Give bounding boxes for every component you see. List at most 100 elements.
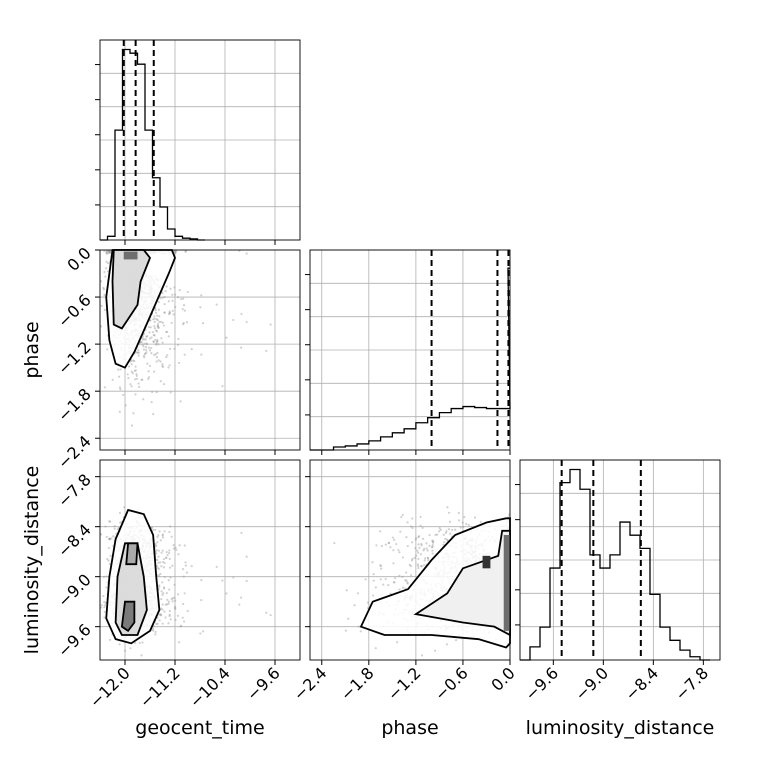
sample-point: [147, 376, 151, 379]
sample-point: [167, 335, 170, 338]
sample-point: [176, 614, 180, 617]
sample-point: [137, 354, 140, 357]
sample-point: [106, 557, 109, 561]
sample-point: [398, 551, 401, 554]
sample-point: [152, 629, 155, 632]
sample-point: [173, 583, 176, 586]
sample-point: [157, 555, 160, 558]
sample-point: [174, 251, 177, 254]
x-axis-label-phase: phase: [381, 717, 438, 739]
sample-point: [108, 537, 111, 540]
sample-point: [434, 533, 437, 537]
frames-layer: [99, 39, 721, 661]
sample-point: [174, 605, 177, 608]
sample-point: [449, 532, 452, 535]
sample-point: [448, 520, 452, 523]
sample-point: [181, 616, 184, 619]
sample-point: [164, 603, 167, 606]
sample-point: [467, 523, 470, 526]
x-tick-label-geocent_time: −9.6: [243, 663, 284, 704]
sample-point: [221, 385, 224, 388]
sample-point: [169, 287, 172, 290]
sample-point: [169, 618, 172, 621]
sample-point: [154, 633, 157, 636]
sample-point: [413, 556, 416, 559]
sample-point: [141, 378, 144, 381]
sample-point: [408, 563, 411, 566]
sample-point: [168, 312, 171, 316]
sample-point: [142, 345, 145, 348]
sample-point: [102, 286, 105, 289]
sample-point: [106, 270, 110, 273]
sample-point: [108, 538, 112, 541]
sample-point: [161, 593, 164, 596]
sample-point: [165, 285, 168, 288]
sample-point: [109, 554, 112, 557]
sample-point: [138, 385, 141, 389]
sample-point: [146, 362, 149, 365]
sample-point: [168, 364, 171, 367]
sample-point: [134, 641, 137, 645]
sample-point: [154, 329, 158, 332]
sample-point: [116, 527, 120, 531]
sample-point: [201, 321, 205, 325]
sample-point: [172, 547, 176, 550]
sample-point: [245, 579, 248, 583]
sample-point: [153, 353, 156, 356]
sample-point: [394, 576, 397, 580]
sample-point: [127, 365, 131, 368]
sample-point: [454, 638, 458, 642]
sample-point: [108, 250, 111, 254]
sample-point: [163, 530, 166, 533]
sample-point: [157, 326, 160, 329]
sample-point: [163, 302, 166, 306]
sample-point: [137, 351, 140, 354]
sample-point: [399, 530, 402, 533]
histogram-phase: [310, 267, 511, 451]
sample-point: [185, 321, 189, 324]
sample-point: [401, 575, 404, 578]
sample-point: [508, 513, 510, 516]
sample-point: [152, 413, 155, 416]
sample-point: [170, 597, 173, 601]
sample-point: [168, 566, 172, 569]
sample-point: [160, 614, 163, 617]
sample-point: [160, 320, 163, 324]
sample-point: [152, 528, 155, 532]
sample-point: [406, 581, 409, 584]
sample-point: [158, 584, 161, 587]
sample-point: [102, 594, 105, 598]
sample-point: [406, 582, 409, 585]
histogram-luminosity_distance: [520, 468, 710, 661]
sample-point: [130, 363, 133, 366]
sample-point: [232, 576, 235, 579]
sample-point: [364, 578, 367, 581]
sample-point: [396, 641, 399, 644]
sample-point: [417, 557, 420, 560]
sample-point: [141, 335, 144, 339]
sample-point: [427, 559, 430, 562]
sample-point: [113, 525, 116, 528]
sample-point: [174, 546, 177, 549]
x-axis-label-luminosity-distance: luminosity_distance: [526, 717, 715, 739]
sample-point: [161, 321, 164, 324]
sample-point: [108, 250, 111, 252]
sample-point: [463, 515, 466, 519]
sample-point: [156, 616, 159, 619]
sample-point: [161, 581, 164, 584]
sample-point: [201, 630, 205, 633]
sample-point: [444, 531, 448, 535]
density-core-geocent-phase: [123, 251, 138, 260]
sample-point: [417, 543, 420, 546]
sample-point: [117, 368, 120, 371]
sample-point: [119, 388, 122, 391]
sample-point: [129, 647, 132, 650]
sample-point: [105, 250, 108, 253]
grid-layer: [100, 39, 720, 660]
sample-point: [151, 627, 155, 630]
sample-point: [103, 601, 106, 604]
sample-point: [225, 336, 228, 339]
sample-point: [154, 353, 157, 356]
histogram-geocent_time: [100, 48, 205, 241]
sample-point: [126, 373, 129, 376]
